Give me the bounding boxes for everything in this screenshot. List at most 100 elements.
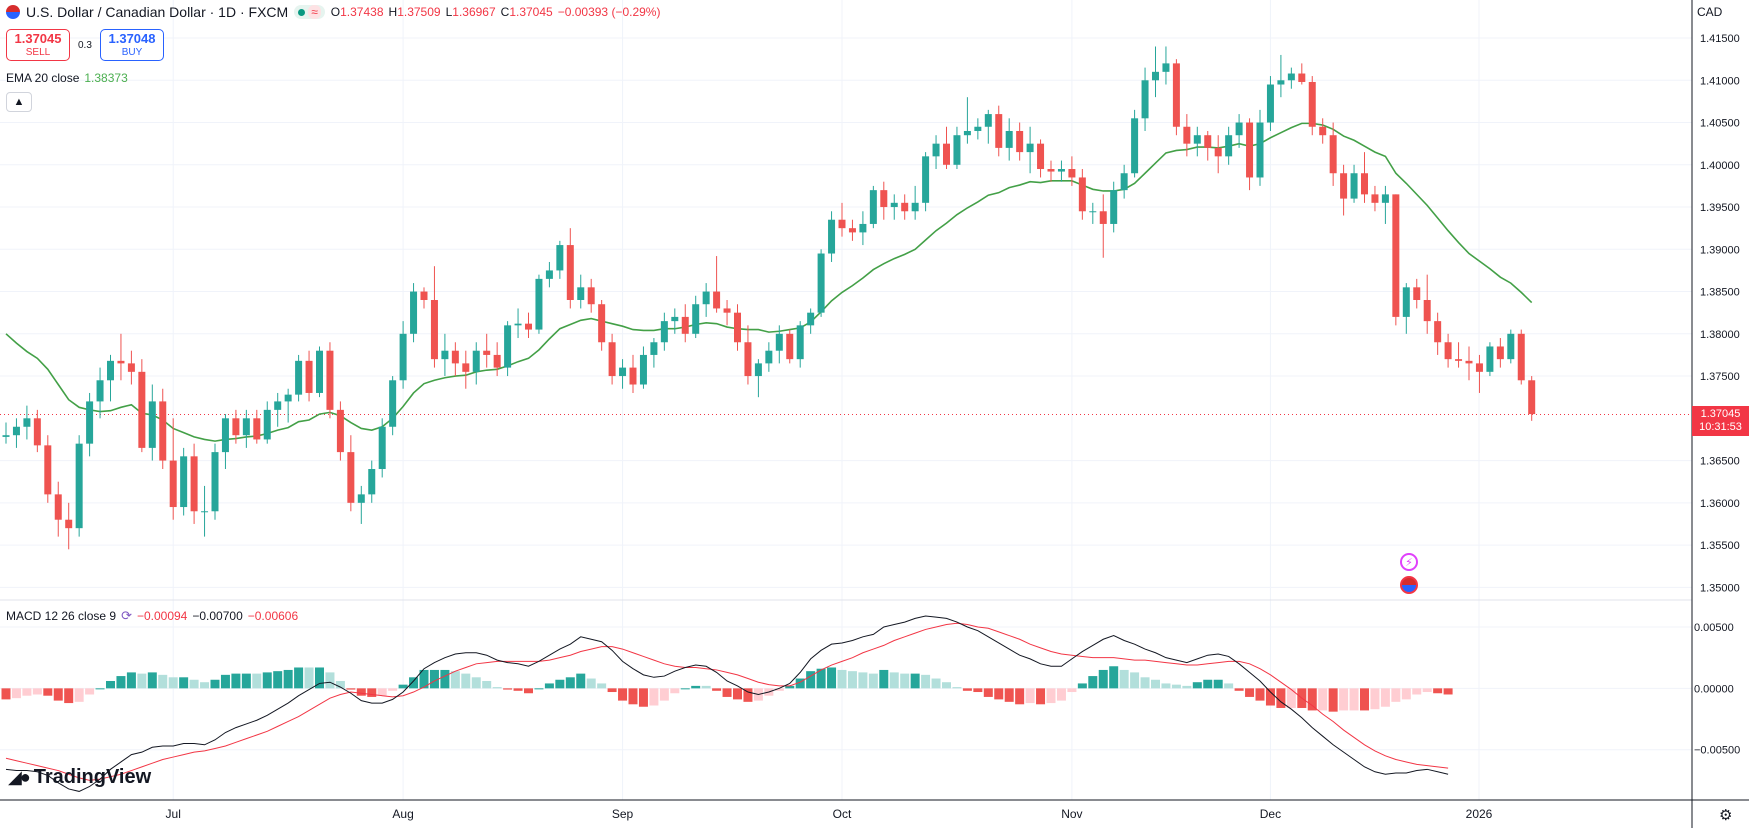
macd-value: −0.00700 (192, 609, 243, 623)
macd-histogram-bar (628, 688, 638, 705)
close-label: C (500, 5, 510, 19)
candle-body (1225, 135, 1233, 157)
macd-histogram-bar (262, 672, 272, 689)
sell-button[interactable]: 1.37045 SELL (6, 29, 70, 61)
macd-histogram-bar (879, 669, 889, 689)
candle-body (242, 418, 250, 436)
candle-body (86, 401, 94, 444)
candle-body (765, 350, 773, 364)
macd-histogram-bar (1224, 683, 1234, 689)
candle-body (671, 316, 679, 322)
macd-histogram-bar (649, 688, 659, 706)
macd-histogram-bar (1151, 679, 1160, 689)
macd-histogram-bar (774, 688, 784, 691)
candle-body (1089, 211, 1097, 213)
price-tick-label: 1.38000 (1700, 329, 1740, 341)
candle-body (828, 219, 836, 254)
candle-body (848, 228, 856, 233)
candle-body (472, 350, 480, 372)
macd-histogram-bar (367, 688, 377, 697)
candle-body (180, 456, 188, 508)
symbol-title[interactable]: U.S. Dollar / Canadian Dollar · 1D · FXC… (26, 4, 289, 20)
macd-histogram-bar (973, 688, 983, 693)
macd-histogram-bar (952, 687, 962, 689)
candle-body (305, 360, 313, 393)
macd-histogram-bar (1370, 688, 1380, 710)
candle-body (1110, 190, 1118, 224)
candle-body (284, 394, 292, 402)
macd-histogram-bar (576, 673, 586, 689)
candle-body (1005, 130, 1013, 148)
candle-body (1152, 71, 1159, 81)
candle-body (1434, 321, 1442, 343)
macd-tick-label: 0.00000 (1694, 683, 1734, 695)
macd-histogram-bar (241, 673, 251, 689)
macd-histogram-bar (1171, 684, 1181, 689)
market-status[interactable]: ≈ (294, 5, 325, 19)
macd-histogram-bar (1203, 679, 1213, 689)
candle-body (232, 418, 240, 436)
macd-histogram-bar (1276, 688, 1286, 708)
macd-histogram-bar (597, 683, 607, 689)
price-tick-label: 1.35000 (1700, 582, 1740, 594)
price-tick-label: 1.36000 (1700, 498, 1740, 510)
macd-histogram-bar (356, 688, 366, 696)
high-value: 1.37509 (397, 5, 441, 19)
macd-histogram-bar (461, 673, 471, 689)
macd-histogram-bar (513, 688, 523, 691)
candle-body (692, 304, 700, 334)
time-tick-label: Sep (612, 807, 634, 821)
candle-body (556, 245, 564, 271)
macd-legend[interactable]: MACD 12 26 close 9 ⟳ −0.00094 −0.00700 −… (6, 608, 298, 624)
open-value: 1.37438 (340, 5, 384, 19)
candle-body (545, 270, 553, 279)
macd-histogram-bar (722, 688, 732, 697)
candle-body (1256, 122, 1264, 178)
candle-body (974, 126, 982, 131)
currency-label[interactable]: CAD (1697, 5, 1723, 19)
macd-histogram-bar (283, 669, 293, 689)
candle-body (368, 469, 376, 495)
buy-button[interactable]: 1.37048 BUY (100, 29, 164, 61)
us-flag-event-icon[interactable] (1400, 576, 1418, 594)
macd-line (5, 615, 1449, 792)
ema-legend[interactable]: EMA 20 close 1.38373 (6, 71, 128, 85)
macd-histogram-bar (806, 671, 816, 689)
candle-body (96, 380, 104, 402)
lightning-event-icon[interactable]: ⚡ (1400, 553, 1418, 571)
macd-histogram-bar (785, 685, 795, 689)
macd-histogram-bar (450, 671, 460, 689)
candle-body (190, 456, 198, 512)
candle-body (713, 291, 721, 309)
refresh-circle-icon[interactable]: ⟳ (121, 608, 132, 623)
candle-body (932, 143, 940, 157)
candle-body (1413, 287, 1421, 300)
macd-histogram-bar (712, 688, 722, 691)
macd-histogram-bar (847, 671, 857, 689)
time-tick-label: Aug (392, 807, 413, 821)
macd-histogram-bar (419, 669, 429, 689)
candle-body (389, 380, 397, 427)
macd-histogram-bar (95, 688, 105, 690)
candle-body (943, 143, 950, 165)
gear-icon[interactable]: ⚙ (1719, 807, 1733, 824)
macd-histogram-bar (471, 677, 481, 689)
close-value: 1.37045 (509, 5, 553, 19)
candle-body (44, 445, 52, 495)
countdown: 10:31:53 (1699, 421, 1742, 433)
macd-histogram-bar (85, 688, 95, 695)
tradingview-logo[interactable]: ◢● TradingView (8, 766, 151, 789)
macd-histogram-bar (1401, 688, 1411, 700)
chevron-up-icon[interactable]: ▲ (6, 92, 32, 112)
macd-histogram-bar (43, 688, 53, 696)
candle-body (598, 304, 606, 343)
candle-body (681, 316, 689, 334)
candle-body (807, 312, 815, 326)
macd-histogram-bar (701, 685, 711, 689)
candle-body (880, 190, 888, 208)
candle-body (117, 360, 125, 364)
macd-histogram-bar (252, 673, 262, 689)
macd-histogram-bar (900, 673, 910, 689)
macd-histogram-bar (962, 688, 972, 691)
